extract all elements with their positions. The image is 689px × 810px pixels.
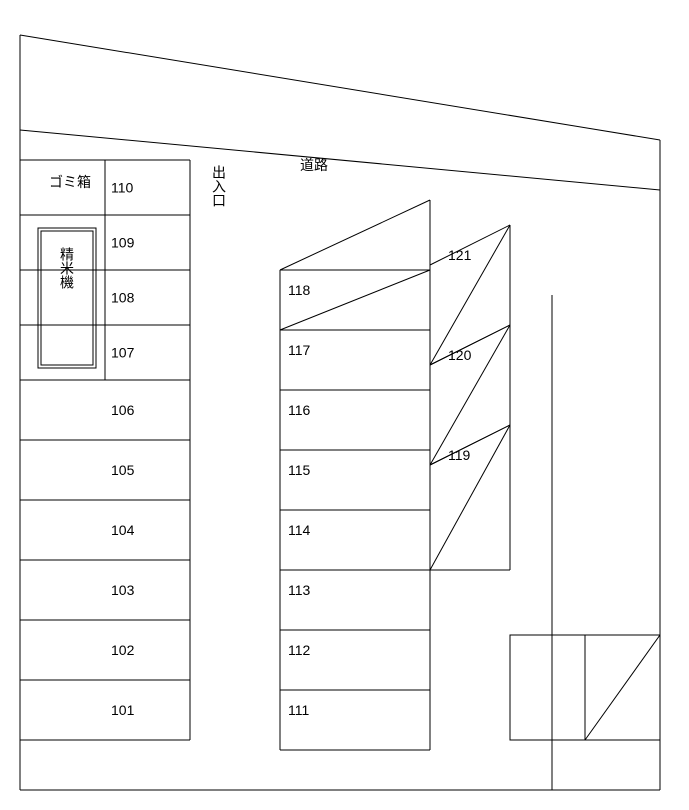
slot-117: 117 (288, 342, 311, 358)
slot-104: 104 (111, 522, 135, 538)
slot-114: 114 (288, 522, 311, 538)
slot-121: 121 (448, 247, 472, 263)
slot-108: 108 (111, 290, 135, 306)
slot-115: 115 (288, 462, 311, 478)
rice-mill-label: 精米機 (59, 247, 75, 290)
slot-109: 109 (111, 235, 135, 251)
slot-113: 113 (288, 582, 311, 598)
slot-103: 103 (111, 582, 135, 598)
slot-119: 119 (448, 447, 471, 463)
slot-101: 101 (111, 702, 135, 718)
slot-116: 116 (288, 402, 311, 418)
parking-lot-diagram: 道路出入口 110 109 108 107 106 105 104 103 102 101 ゴミ箱精米… (0, 0, 689, 810)
slot-106: 106 (111, 402, 135, 418)
slot-105: 105 (111, 462, 135, 478)
slot-112: 112 (288, 642, 311, 658)
slot-110: 110 (111, 180, 134, 196)
slot-107: 107 (111, 345, 135, 361)
trash-label: ゴミ箱 (49, 174, 91, 190)
entrance-label: 出入口 (211, 165, 227, 207)
slot-120: 120 (448, 347, 472, 363)
slot-111: 111 (288, 702, 309, 718)
road-label: 道路 (300, 157, 328, 173)
slot-118: 118 (288, 282, 311, 298)
slot-102: 102 (111, 642, 135, 658)
